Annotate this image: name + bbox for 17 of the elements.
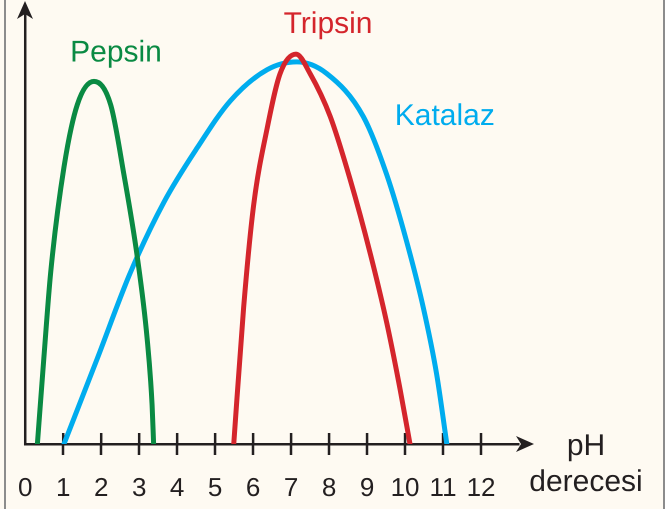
series-label: Katalaz xyxy=(394,98,495,132)
x-tick-label: 2 xyxy=(94,472,108,502)
x-axis-title: pH derecesi xyxy=(528,428,644,500)
x-tick-label: 3 xyxy=(132,472,146,502)
series-label: Tripsin xyxy=(284,7,372,40)
x-tick-label: 9 xyxy=(360,472,374,502)
x-tick-label: 1 xyxy=(56,472,70,502)
x-tick-label: 8 xyxy=(322,472,336,502)
x-tick-label: 11 xyxy=(430,472,457,502)
x-tick-label: 0 xyxy=(18,472,32,502)
x-tick-label: 6 xyxy=(246,472,260,502)
series-label: Pepsin xyxy=(70,35,162,68)
x-tick-label: 5 xyxy=(208,472,222,502)
x-tick-label: 7 xyxy=(284,472,298,502)
x-tick-label: 12 xyxy=(466,472,496,502)
x-tick-label: 4 xyxy=(170,472,184,502)
x-tick-label: 10 xyxy=(390,472,420,502)
